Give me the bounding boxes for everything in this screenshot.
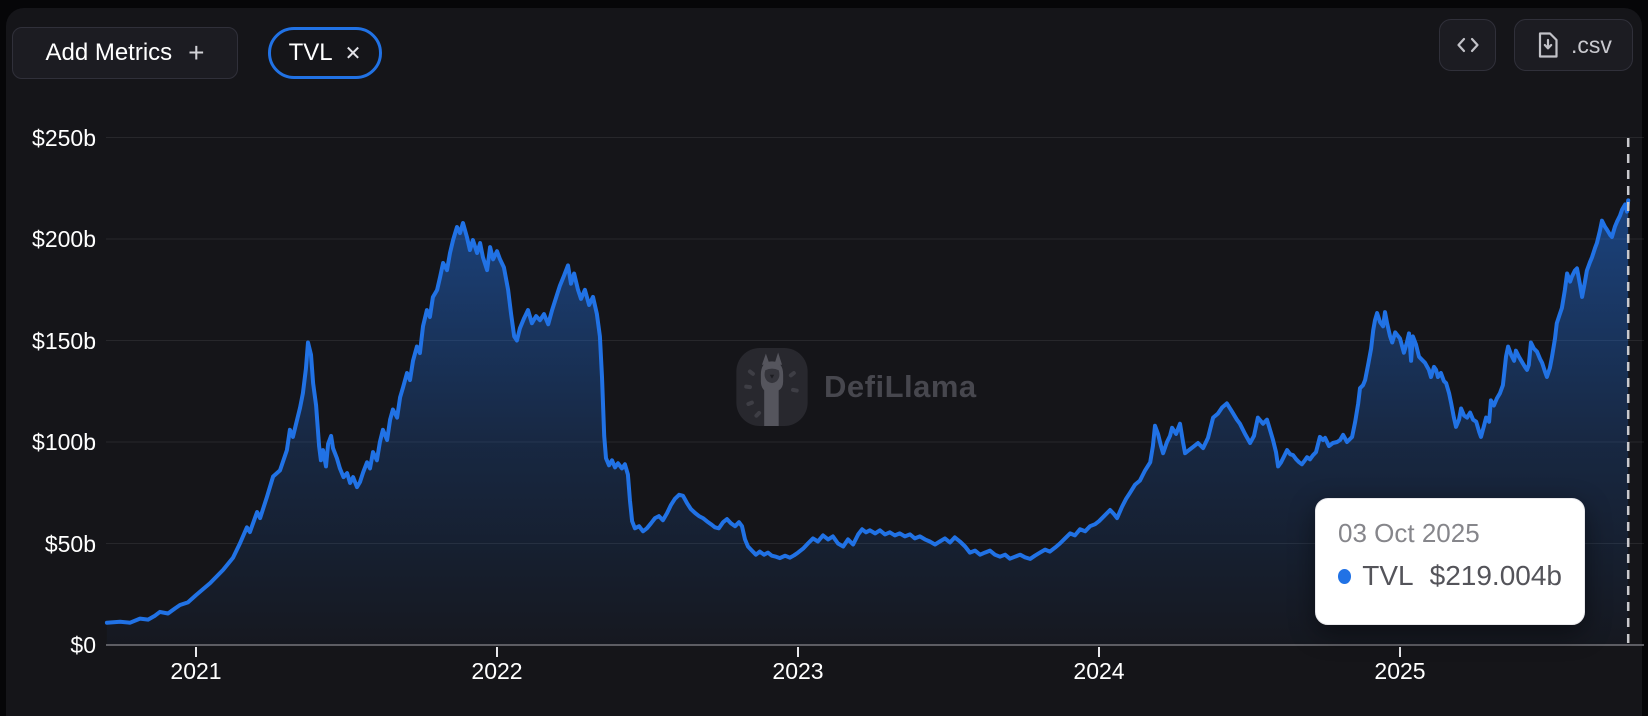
- y-axis-label: $150b: [32, 327, 96, 354]
- y-axis-label: $0: [70, 632, 96, 658]
- code-icon: [1456, 37, 1479, 53]
- chart-header: Add Metrics + TVL ✕ .csv: [0, 0, 1648, 96]
- download-csv-button[interactable]: .csv: [1514, 19, 1633, 71]
- tooltip-value-row: TVL $219.004b: [1338, 560, 1562, 592]
- tvl-series-dot: [1338, 568, 1352, 584]
- embed-code-button[interactable]: [1439, 19, 1496, 71]
- add-metrics-label: Add Metrics: [45, 39, 173, 66]
- csv-button-label: .csv: [1571, 31, 1612, 58]
- plus-icon: +: [188, 37, 205, 68]
- add-metrics-button[interactable]: Add Metrics +: [12, 27, 238, 79]
- file-download-icon: [1538, 32, 1558, 58]
- y-axis-label: $50b: [44, 530, 96, 557]
- x-axis-label: 2024: [1073, 658, 1125, 684]
- y-axis-label: $100b: [32, 429, 96, 455]
- tvl-pill-label: TVL: [288, 39, 333, 66]
- x-axis-label: 2025: [1374, 658, 1426, 684]
- y-axis-label: $200b: [32, 226, 96, 252]
- chart-tooltip: 03 Oct 2025 TVL $219.004b: [1315, 498, 1585, 625]
- y-axis-label: $250b: [32, 124, 96, 151]
- tooltip-value: $219.004b: [1429, 560, 1562, 591]
- tooltip-date: 03 Oct 2025: [1338, 518, 1480, 548]
- tooltip-series-label: TVL: [1362, 560, 1414, 591]
- x-axis-label: 2023: [772, 658, 824, 684]
- tvl-metric-pill[interactable]: TVL ✕: [268, 27, 382, 79]
- x-axis-label: 2021: [170, 658, 222, 684]
- x-axis-label: 2022: [471, 658, 523, 684]
- remove-metric-icon[interactable]: ✕: [344, 43, 362, 65]
